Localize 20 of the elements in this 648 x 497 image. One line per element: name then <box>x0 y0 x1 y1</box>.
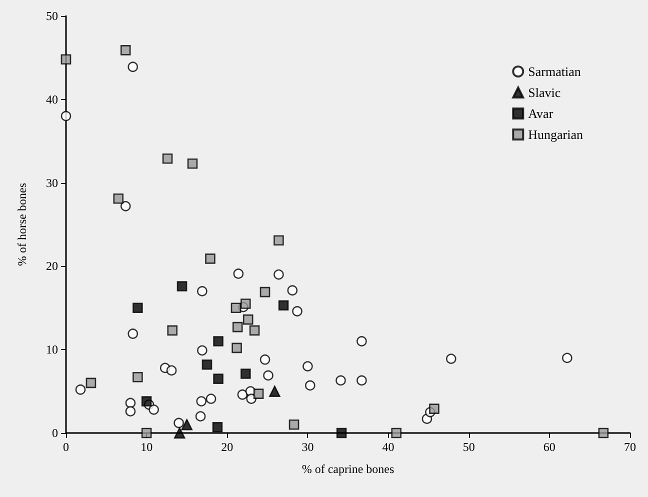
y-tick-label: 40 <box>46 92 58 106</box>
y-axis-title: % of horse bones <box>15 182 29 266</box>
x-axis-title: % of caprine bones <box>302 462 394 476</box>
x-tick-label: 0 <box>63 440 69 454</box>
legend-label: Slavic <box>528 85 561 100</box>
x-tick-label: 30 <box>302 440 314 454</box>
x-tick-label: 60 <box>543 440 556 454</box>
legend-label: Hungarian <box>528 127 584 142</box>
y-tick-label: 30 <box>46 176 58 190</box>
y-tick-label: 0 <box>52 426 58 440</box>
x-tick-label: 70 <box>624 440 636 454</box>
y-tick-label: 50 <box>46 9 58 23</box>
legend-label: Sarmatian <box>528 64 582 79</box>
y-tick-label: 20 <box>46 259 58 274</box>
x-tick-label: 40 <box>382 440 394 454</box>
y-tick-label: 10 <box>46 342 58 357</box>
legend-label: Avar <box>528 106 554 121</box>
x-tick-label: 10 <box>140 440 153 454</box>
x-tick-label: 50 <box>462 440 475 454</box>
x-tick-label: 20 <box>221 440 234 454</box>
